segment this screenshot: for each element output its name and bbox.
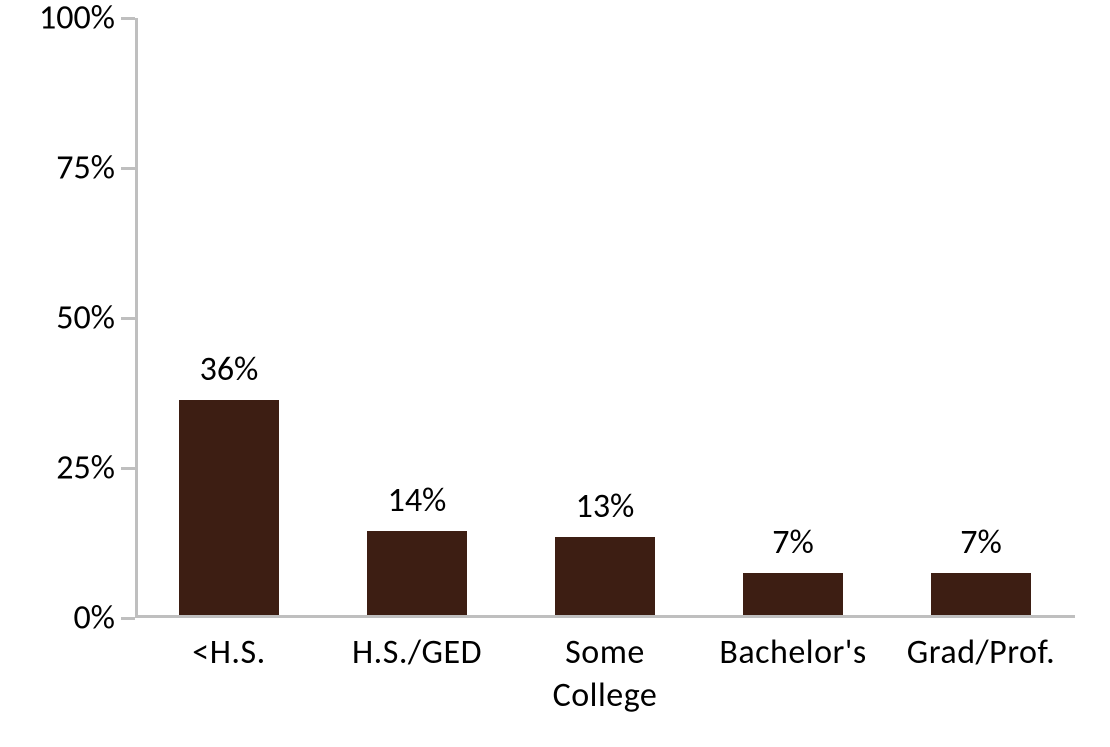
y-tick-mark [121,17,135,20]
plot-area: 0%25%50%75%100%36%<H.S.14%H.S./GED13%Som… [135,18,1075,618]
y-tick-mark [121,167,135,170]
bar: 36% [179,400,279,615]
bar-value-label: 13% [576,486,635,527]
y-tick-label: 25% [56,448,115,489]
x-tick-label: SomeCollege [511,632,699,717]
y-tick-mark [121,617,135,620]
bar-value-label: 7% [960,522,1002,563]
x-tick-label: H.S./GED [323,632,511,675]
bar-value-label: 36% [200,349,259,390]
y-tick-label: 50% [56,298,115,339]
x-tick-label: Grad/Prof. [887,632,1075,675]
bar-chart: 0% 25% 50% 75% 100% 36% <H.S. 14% H.S./GED 13% Som… [0,0,1110,747]
bar-value-label: 14% [388,480,447,521]
y-tick-mark [121,467,135,470]
y-axis-line [135,18,138,618]
x-axis-line [135,615,1075,618]
x-tick-label: <H.S. [135,632,323,675]
y-tick-label: 0% [73,598,115,639]
y-tick-label: 100% [39,0,115,39]
bar: 7% [931,573,1031,615]
x-tick-label: Bachelor's [699,632,887,675]
y-tick-mark [121,317,135,320]
bar: 14% [367,531,467,615]
y-tick-label: 75% [56,148,115,189]
bar: 13% [555,537,655,615]
bar-value-label: 7% [772,522,814,563]
bar: 7% [743,573,843,615]
